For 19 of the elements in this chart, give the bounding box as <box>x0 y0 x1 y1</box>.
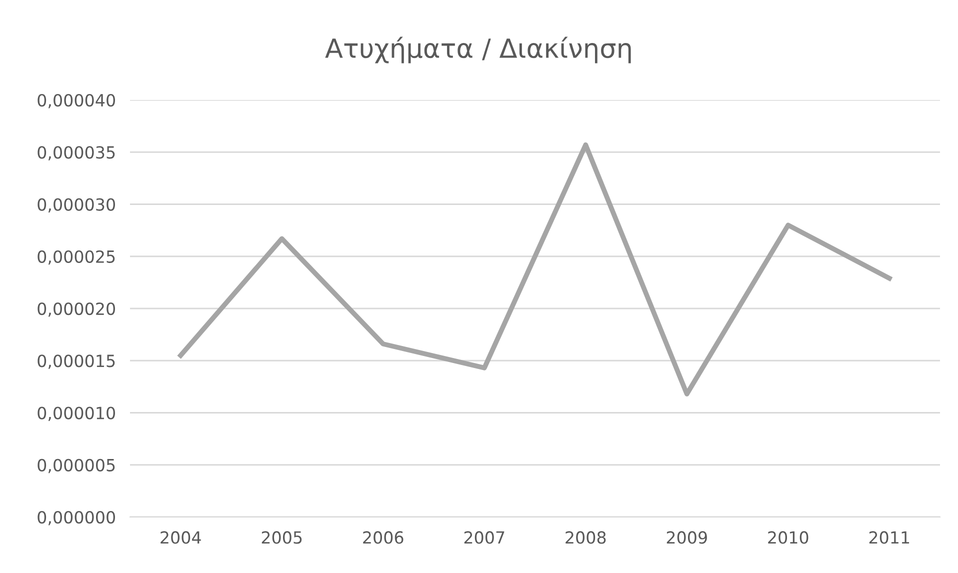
x-tick-label: 2005 <box>262 531 302 544</box>
y-tick-label: 0,000040 <box>38 94 116 108</box>
y-tick-label: 0,000035 <box>38 146 115 160</box>
x-tick-label: 2009 <box>666 531 707 544</box>
x-tick-label: 2006 <box>363 531 404 544</box>
x-tick-label: 2010 <box>768 531 808 544</box>
y-tick-label: 0,000000 <box>38 510 116 526</box>
y-tick-label: 0,000005 <box>38 458 115 474</box>
y-tick-label: 0,000025 <box>38 250 115 265</box>
x-tick-label: 2011 <box>869 531 910 544</box>
x-tick-label: 2004 <box>160 531 201 544</box>
x-tick-label: 2008 <box>566 531 606 544</box>
x-tick-label: 2007 <box>464 531 504 544</box>
y-tick-label: 0,000015 <box>38 354 115 369</box>
y-tick-label: 0,000010 <box>38 406 116 422</box>
y-tick-label: 0,000030 <box>38 198 116 213</box>
line-series <box>178 142 892 396</box>
y-tick-label: 0,000020 <box>38 302 116 317</box>
chart-title: Ατυχήματα / Διακίνηση <box>325 36 631 64</box>
